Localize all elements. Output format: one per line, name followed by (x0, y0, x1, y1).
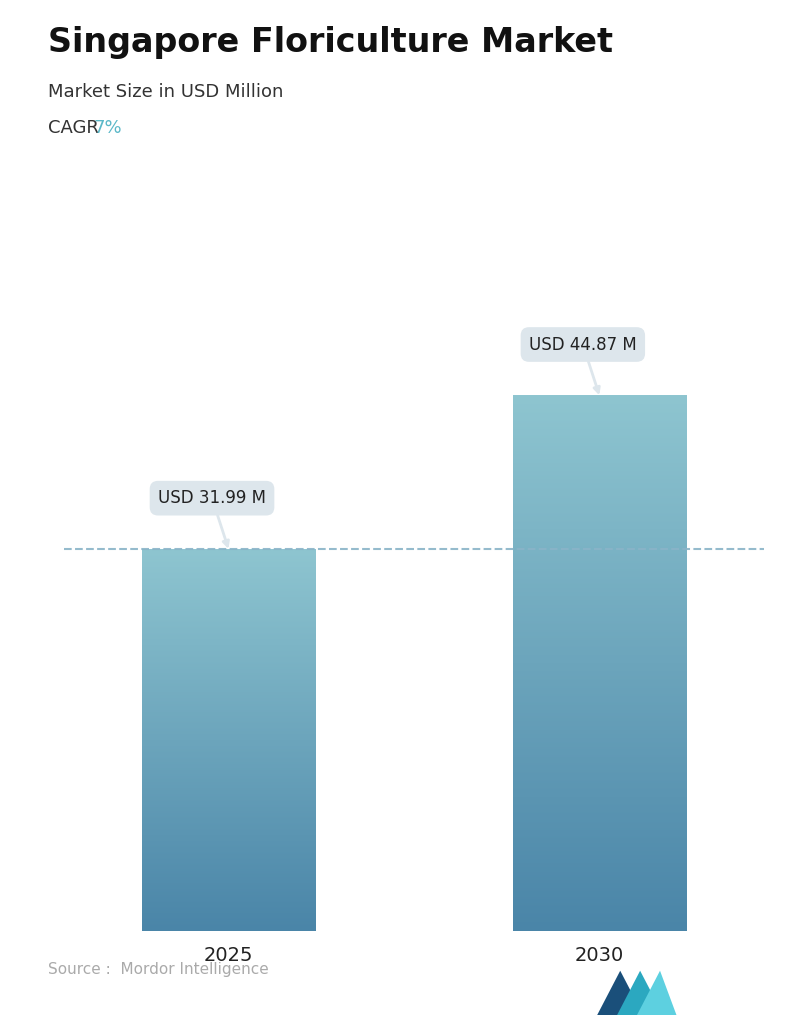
Polygon shape (597, 971, 643, 1015)
Polygon shape (637, 971, 677, 1015)
Text: 2025: 2025 (204, 946, 253, 965)
Text: USD 44.87 M: USD 44.87 M (529, 335, 637, 392)
Text: 2030: 2030 (575, 946, 624, 965)
Text: Singapore Floriculture Market: Singapore Floriculture Market (48, 26, 613, 59)
Polygon shape (617, 971, 663, 1015)
Text: USD 31.99 M: USD 31.99 M (158, 489, 266, 546)
Text: Source :  Mordor Intelligence: Source : Mordor Intelligence (48, 962, 268, 977)
Text: Market Size in USD Million: Market Size in USD Million (48, 83, 283, 100)
Text: CAGR: CAGR (48, 119, 110, 136)
Text: 7%: 7% (94, 119, 123, 136)
